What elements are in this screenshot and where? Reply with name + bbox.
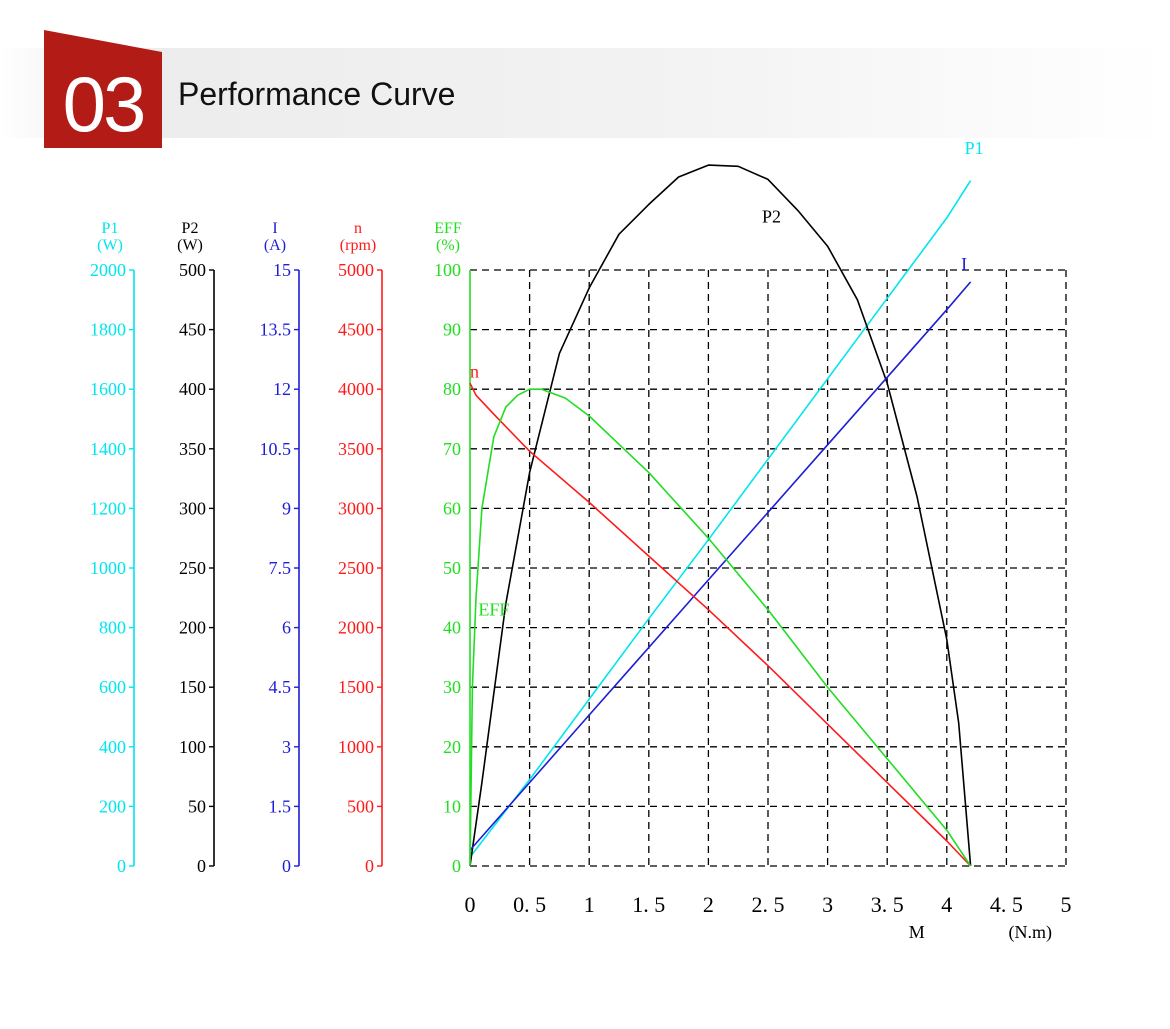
curve-label-p1: P1: [965, 138, 984, 158]
y-tick-label-eff: 20: [443, 737, 461, 757]
y-tick-label-eff: 90: [443, 320, 461, 340]
y-tick-label-n: 3500: [338, 439, 374, 459]
x-tick-label: 3: [822, 892, 833, 917]
y-tick-label-i: 7.5: [269, 558, 292, 578]
y-tick-label-n: 3000: [338, 498, 374, 518]
y-tick-label-p1: 800: [99, 618, 126, 638]
y-tick-label-p2: 150: [179, 677, 206, 697]
x-tick-label: 5: [1061, 892, 1072, 917]
y-axis-unit-p1: (W): [97, 237, 123, 254]
y-axis-unit-eff: (%): [436, 237, 460, 254]
y-axis-unit-i: (A): [264, 237, 286, 254]
y-tick-label-p2: 300: [179, 498, 206, 518]
x-tick-label: 0: [465, 892, 476, 917]
y-tick-label-p2: 50: [188, 796, 206, 816]
y-tick-label-p2: 400: [179, 379, 206, 399]
y-tick-label-p1: 1800: [90, 320, 126, 340]
series-line-n: [469, 382, 972, 867]
y-tick-label-eff: 30: [443, 677, 461, 697]
x-tick-label: 2. 5: [752, 892, 785, 917]
x-tick-label: 3. 5: [871, 892, 904, 917]
y-tick-label-n: 1000: [338, 737, 374, 757]
y-tick-label-n: 2000: [338, 618, 374, 638]
y-tick-label-eff: 40: [443, 618, 461, 638]
curve-label-n: n: [470, 361, 479, 381]
y-tick-label-n: 5000: [338, 260, 374, 280]
y-axis-unit-n: (rpm): [340, 237, 376, 254]
x-tick-label: 4. 5: [990, 892, 1023, 917]
curve-label-p2: P2: [762, 206, 781, 226]
y-tick-label-i: 3: [282, 737, 291, 757]
y-tick-label-eff: 100: [434, 260, 461, 280]
section-badge: [44, 30, 162, 148]
y-tick-label-eff: 60: [443, 498, 461, 518]
y-tick-label-eff: 70: [443, 439, 461, 459]
x-tick-label: 0. 5: [513, 892, 546, 917]
series-line-eff: [469, 388, 972, 867]
y-tick-label-p1: 0: [117, 856, 126, 876]
badge-shape: [44, 30, 162, 148]
curve-label-i: I: [961, 254, 967, 274]
y-tick-label-i: 0: [282, 856, 291, 876]
y-tick-label-p1: 1600: [90, 379, 126, 399]
page-title: Performance Curve: [178, 76, 456, 112]
y-tick-label-p2: 450: [179, 320, 206, 340]
y-tick-label-n: 4000: [338, 379, 374, 399]
y-tick-label-eff: 10: [443, 796, 461, 816]
y-tick-label-p2: 0: [197, 856, 206, 876]
y-axis-title-p2: P2: [182, 220, 199, 237]
x-tick-label: 4: [941, 892, 952, 917]
y-tick-label-eff: 50: [443, 558, 461, 578]
y-tick-label-p1: 1400: [90, 439, 126, 459]
y-tick-label-n: 2500: [338, 558, 374, 578]
x-tick-label: 1. 5: [632, 892, 665, 917]
y-tick-label-n: 4500: [338, 320, 374, 340]
y-tick-label-p2: 250: [179, 558, 206, 578]
curve-label-eff: EFF: [478, 600, 509, 620]
x-axis-label: M: [909, 922, 925, 942]
y-tick-label-p2: 100: [179, 737, 206, 757]
y-axis-title-i: I: [272, 220, 277, 237]
y-tick-label-i: 12: [273, 379, 291, 399]
y-tick-label-n: 1500: [338, 677, 374, 697]
y-tick-label-eff: 0: [452, 856, 461, 876]
y-tick-label-p1: 1200: [90, 498, 126, 518]
y-tick-label-n: 500: [347, 796, 374, 816]
y-tick-label-p2: 350: [179, 439, 206, 459]
series-line-p2: [469, 164, 972, 867]
series-line-i: [469, 281, 972, 851]
y-tick-label-p1: 1000: [90, 558, 126, 578]
y-tick-label-i: 15: [273, 260, 291, 280]
y-tick-label-n: 0: [365, 856, 374, 876]
y-tick-label-p2: 200: [179, 618, 206, 638]
y-axis-unit-p2: (W): [177, 237, 203, 254]
x-tick-label: 2: [703, 892, 714, 917]
y-tick-label-eff: 80: [443, 379, 461, 399]
y-tick-label-i: 13.5: [260, 320, 292, 340]
x-axis-unit: (N.m): [1008, 922, 1052, 943]
y-tick-label-i: 4.5: [269, 677, 292, 697]
series-line-p1: [469, 180, 972, 858]
y-tick-label-p1: 200: [99, 796, 126, 816]
x-tick-label: 1: [584, 892, 595, 917]
y-axis-title-p1: P1: [102, 220, 119, 237]
y-tick-label-p2: 500: [179, 260, 206, 280]
y-axis-title-eff: EFF: [434, 220, 462, 237]
y-tick-label-i: 10.5: [260, 439, 292, 459]
y-tick-label-i: 1.5: [269, 796, 292, 816]
y-tick-label-i: 6: [282, 618, 291, 638]
y-axis-title-n: n: [354, 220, 362, 237]
y-tick-label-p1: 400: [99, 737, 126, 757]
section-number: 03: [62, 60, 147, 148]
header-band: [0, 48, 1170, 138]
y-tick-label-p1: 600: [99, 677, 126, 697]
y-tick-label-i: 9: [282, 498, 291, 518]
y-tick-label-p1: 2000: [90, 260, 126, 280]
